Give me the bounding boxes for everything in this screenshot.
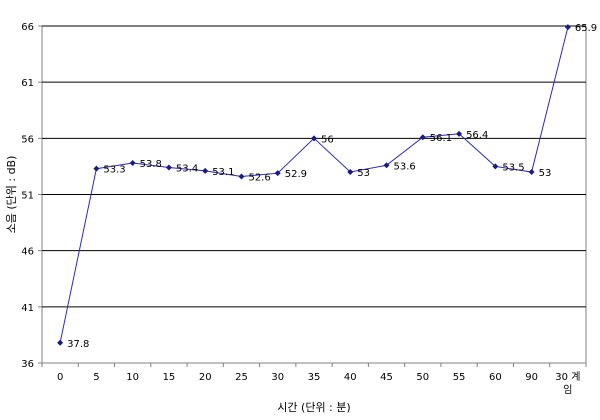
data-point-marker	[238, 173, 245, 180]
data-point-marker	[129, 160, 136, 167]
data-label: 37.8	[67, 339, 89, 350]
data-label: 53	[357, 168, 370, 179]
x-tick-label: 60	[489, 372, 502, 383]
x-tick-label: 임	[563, 383, 572, 396]
x-tick-label: 5	[93, 372, 99, 383]
data-point-marker	[564, 24, 571, 31]
x-tick-label: 35	[308, 372, 321, 383]
data-point-marker	[57, 339, 64, 346]
y-tick-label: 41	[21, 303, 34, 314]
x-tick-label: 45	[380, 372, 393, 383]
x-tick-label: 30	[271, 372, 284, 383]
data-label: 53.5	[502, 162, 524, 173]
data-label: 56	[321, 134, 334, 145]
x-tick-label: 0	[57, 372, 63, 383]
y-tick-label: 61	[21, 78, 34, 89]
data-point-marker	[347, 169, 354, 176]
y-axis-title: 소음 (단위 : dB)	[5, 156, 18, 234]
y-tick-label: 51	[21, 191, 34, 202]
x-tick-label: 90	[525, 372, 538, 383]
data-label: 52.9	[285, 169, 307, 180]
x-tick-label: 55	[453, 372, 466, 383]
x-tick-label: 25	[235, 372, 248, 383]
data-label: 52.6	[248, 173, 270, 184]
y-tick-label: 56	[21, 134, 34, 145]
data-point-marker	[528, 169, 535, 176]
data-label: 56.4	[466, 130, 488, 141]
data-label: 56.1	[430, 133, 452, 144]
data-point-marker	[93, 165, 100, 172]
x-tick-label: 50	[416, 372, 429, 383]
x-axis-title: 시간 (단위 : 분)	[277, 401, 350, 414]
x-tick-label: 15	[163, 372, 176, 383]
series-group: 37.8 53.3 53.8 53.4 53.1 52.6 52.9 56 53 53.6 56.1…	[57, 23, 597, 350]
data-label: 53.8	[140, 159, 162, 170]
data-point-marker	[202, 167, 209, 174]
y-tick-label: 46	[21, 247, 34, 258]
data-label: 53.4	[176, 164, 198, 175]
data-point-marker	[274, 170, 281, 177]
x-axis-ticks: 0 5 10 15 20 25 30 35 40 45 50 55 60 90 30 계임	[41, 363, 587, 396]
data-label: 53.1	[212, 167, 234, 178]
y-tick-label: 66	[21, 22, 34, 33]
data-label: 53.3	[103, 165, 125, 176]
data-label: 53.6	[394, 161, 416, 172]
data-point-marker	[383, 162, 390, 169]
y-tick-label: 36	[21, 359, 34, 370]
x-tick-label: 10	[126, 372, 139, 383]
data-label: 53	[539, 168, 552, 179]
data-label: 65.9	[575, 23, 597, 34]
y-axis-ticks: 36 41 46 51 56 61 66	[21, 22, 42, 370]
data-point-marker	[419, 134, 426, 141]
series-line	[59, 26, 569, 343]
data-point-marker	[311, 135, 317, 142]
x-tick-label: 30 계	[555, 371, 580, 383]
data-point-marker	[492, 163, 499, 170]
data-point-marker	[456, 130, 463, 137]
x-tick-label: 40	[344, 372, 357, 383]
x-tick-label: 20	[199, 372, 212, 383]
data-point-marker	[165, 164, 172, 171]
